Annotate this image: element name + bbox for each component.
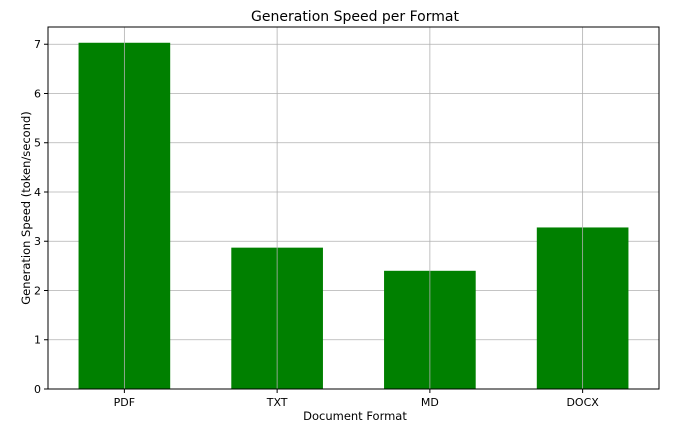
y-tick-label: 5: [34, 137, 41, 150]
x-tick-label: TXT: [266, 396, 288, 409]
chart-title: Generation Speed per Format: [251, 9, 459, 25]
vertical-grid-lines: [123, 27, 584, 389]
bars: [78, 42, 629, 389]
plot-frame: [47, 26, 660, 390]
y-tick-label: 4: [34, 186, 41, 199]
x-axis-label: Document Format: [303, 409, 407, 423]
y-tick-label: 1: [34, 334, 41, 347]
x-tick-label: PDF: [114, 396, 135, 409]
y-tick-label: 7: [34, 38, 41, 51]
y-tick-label: 6: [34, 87, 41, 100]
y-axis-ticks: 0 1 2 3 4 5 6 7: [34, 38, 48, 396]
x-tick-label: DOCX: [566, 396, 599, 409]
y-axis-label: Generation Speed (token/second): [19, 111, 33, 305]
y-tick-label: 3: [34, 235, 41, 248]
x-axis-ticks: PDF TXT MD DOCX: [114, 389, 599, 409]
y-tick-label: 0: [34, 383, 41, 396]
y-tick-label: 2: [34, 284, 41, 297]
x-tick-label: MD: [421, 396, 439, 409]
